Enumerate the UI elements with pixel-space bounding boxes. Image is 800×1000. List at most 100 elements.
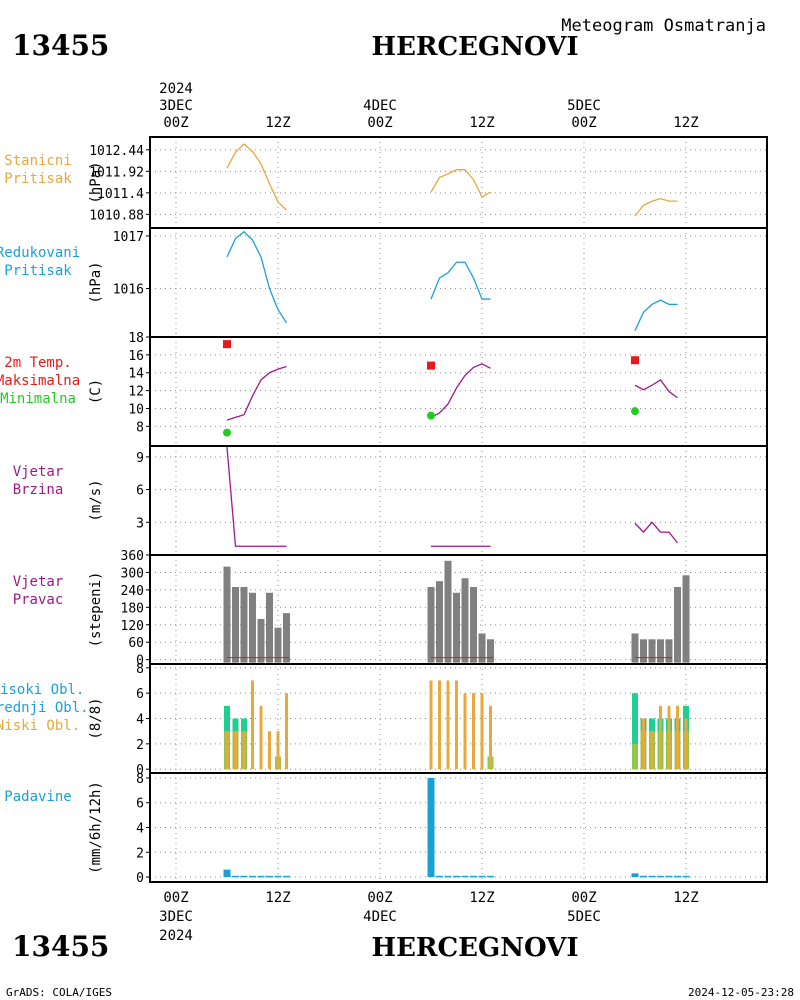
y-tick-label: 2	[136, 846, 144, 861]
series-line	[430, 261, 491, 300]
cloud-low-bar	[242, 731, 246, 770]
cloud-low-bar	[446, 680, 450, 770]
y-tick-label: 1016	[113, 283, 144, 298]
series-line	[430, 169, 491, 198]
top-time-tick-label: 12Z	[469, 115, 494, 131]
cloud-low-bar	[676, 705, 679, 770]
cloud-low-bar	[650, 731, 654, 770]
cloud-low-bar	[276, 731, 280, 770]
wind-direction-bar	[266, 592, 273, 663]
precipitation-bar	[249, 875, 256, 878]
top-date-label: 4DEC	[363, 98, 397, 114]
precipitation-bar	[274, 875, 282, 878]
precipitation-bar	[674, 875, 681, 878]
cloud-low-bar	[489, 705, 492, 770]
cloud-high-bar	[632, 693, 638, 770]
top-time-tick-label: 12Z	[265, 115, 290, 131]
y-axis-label: (hPa)	[88, 161, 104, 203]
cloud-low-bar	[234, 731, 237, 770]
temp-min-marker	[427, 411, 435, 420]
wind-direction-bar	[444, 560, 452, 663]
wind-direction-bar	[461, 578, 469, 663]
y-tick-label: 3	[136, 516, 144, 531]
y-tick-label: 6	[136, 484, 144, 499]
panel-frame	[149, 227, 768, 338]
wind-direction-bar	[631, 633, 639, 663]
cloud-low-bar	[429, 680, 433, 770]
station-name-bottom: HERCEGNOVI	[372, 933, 579, 963]
y-tick-label: 360	[121, 549, 144, 564]
wind-direction-bar	[478, 633, 486, 663]
panel-title-line: 2m Temp.	[4, 355, 71, 371]
series-line	[634, 197, 678, 217]
cloud-low-bar	[667, 705, 671, 770]
panel-title-line: Stanicni	[4, 153, 71, 169]
wind-direction-bar	[274, 627, 282, 663]
station-name-top: HERCEGNOVI	[372, 32, 579, 62]
y-axis-label: (mm/6h/12h)	[88, 781, 104, 874]
bottom-time-tick-label: 12Z	[265, 890, 290, 906]
temp-min-marker	[631, 407, 639, 416]
cloud-low-bar	[285, 693, 288, 770]
y-tick-label: 6	[136, 797, 144, 812]
temp-max-marker	[223, 340, 231, 349]
cloud-low-bar	[463, 693, 467, 770]
y-tick-label: 18	[128, 331, 144, 346]
wind-direction-bar	[427, 586, 435, 663]
series-line	[226, 230, 288, 324]
precipitation-bar	[665, 875, 673, 878]
y-tick-label: 16	[128, 349, 144, 364]
bottom-date-label: 4DEC	[363, 909, 397, 925]
cloud-low-bar	[259, 705, 263, 770]
wind-direction-bar	[640, 639, 647, 663]
y-tick-label: 0	[136, 871, 144, 886]
precipitation-bar	[257, 875, 265, 878]
temp-max-marker	[427, 361, 435, 370]
precipitation-bar	[266, 875, 273, 878]
y-tick-label: 1011.4	[97, 187, 144, 202]
y-tick-label: 6	[136, 687, 144, 702]
y-tick-label: 120	[121, 619, 144, 634]
bottom-time-tick-label: 00Z	[571, 890, 596, 906]
series-line	[634, 521, 679, 544]
bottom-date-label: 5DEC	[567, 909, 601, 925]
y-tick-label: 12	[128, 385, 144, 400]
y-tick-label: 2	[136, 738, 144, 753]
y-tick-label: 1011.92	[89, 165, 144, 180]
cloud-low-bar	[251, 680, 254, 770]
panel-title-line: Pravac	[13, 592, 64, 608]
top-time-tick-label: 00Z	[367, 115, 392, 131]
wind-direction-bar	[223, 566, 231, 663]
bottom-time-tick-label: 00Z	[163, 890, 188, 906]
precipitation-bar	[631, 873, 639, 878]
precipitation-bar	[682, 875, 690, 878]
wind-direction-bar	[283, 613, 290, 663]
wind-direction-bar	[648, 639, 656, 663]
credit-text: GrADS: COLA/IGES	[6, 986, 112, 999]
bottom-time-tick-label: 00Z	[367, 890, 392, 906]
precipitation-bar	[283, 875, 290, 878]
panel-title-line: Pritisak	[4, 171, 72, 187]
panel-title-line: Redukovani	[0, 245, 80, 261]
temp-min-marker	[223, 428, 231, 437]
precipitation-bar	[487, 875, 494, 878]
wind-direction-bar	[674, 586, 681, 663]
cloud-low-bar	[268, 731, 271, 770]
series-line	[430, 363, 491, 418]
y-tick-label: 8	[136, 662, 144, 677]
precipitation-bar	[648, 875, 656, 878]
cloud-low-bar	[684, 718, 688, 770]
precipitation-bar	[478, 875, 486, 878]
top-year-label: 2024	[159, 81, 193, 97]
panel-title-line: Padavine	[4, 789, 71, 805]
y-tick-label: 0	[136, 763, 144, 778]
precipitation-bar	[232, 875, 239, 878]
wind-direction-bar	[470, 586, 477, 663]
y-tick-label: 4	[136, 713, 144, 728]
panel-title-line: Vjetar	[13, 464, 64, 480]
y-tick-label: 9	[136, 451, 144, 466]
y-axis-label: (m/s)	[88, 479, 104, 521]
panel-title-line: Brzina	[13, 482, 64, 498]
panel-frame	[149, 136, 768, 229]
